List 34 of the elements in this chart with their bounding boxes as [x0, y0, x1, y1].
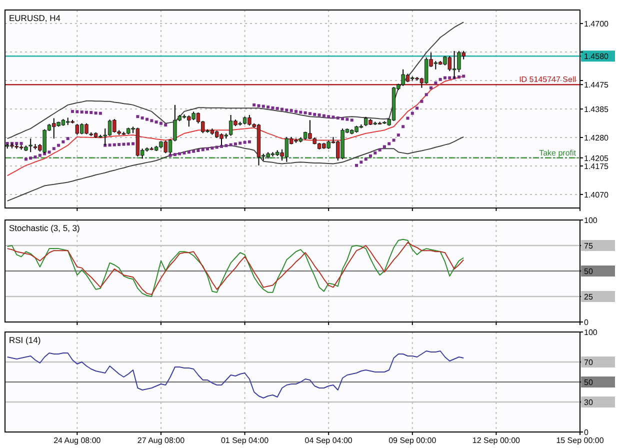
y-tick-label: 50: [584, 267, 594, 276]
candlestick: [28, 138, 32, 153]
y-tick-label: 75: [584, 242, 594, 250]
ref-line-label: ID 5145747 Sell: [519, 75, 576, 84]
y-tick-label: 0: [584, 428, 589, 437]
y-tick-label: 50: [584, 378, 594, 387]
y-tick-label: 1.4070: [584, 190, 610, 200]
x-tick-label: 15 Sep 00:00: [556, 436, 604, 445]
line-series: [6, 136, 464, 202]
y-tick-label: 1.4580: [584, 52, 610, 62]
chart-title: EURUSD, H4: [9, 13, 61, 23]
x-tick-label: 27 Aug 08:00: [137, 436, 186, 445]
y-tick-label: 1.4475: [584, 80, 610, 90]
y-tick-label: 1.4205: [584, 154, 610, 163]
chart-title: RSI (14): [9, 335, 41, 345]
line-series: [6, 350, 464, 398]
y-tick-label: 1.4700: [584, 20, 610, 29]
y-tick-label: 70: [584, 358, 594, 367]
x-tick-label: 12 Sep 00:00: [472, 436, 521, 445]
ref-line-label: Take profit: [539, 148, 577, 158]
y-tick-label: 100: [584, 216, 598, 225]
y-tick-label: 0: [584, 318, 589, 327]
y-tick-label: 25: [584, 292, 594, 302]
x-tick-label: 04 Sep 04:00: [304, 436, 353, 445]
y-tick-label: 1.4175: [584, 162, 610, 171]
x-tick-label: 24 Aug 08:00: [54, 436, 102, 445]
y-tick-label: 100: [584, 328, 598, 337]
line-series: [6, 22, 464, 140]
chart-title: Stochastic (3, 5, 3): [9, 223, 80, 233]
y-tick-label: 30: [584, 398, 594, 407]
y-tick-label: 1.4385: [584, 105, 610, 114]
x-tick-label: 01 Sep 04:00: [220, 436, 270, 445]
x-tick-label: 09 Sep 00:00: [388, 436, 437, 445]
y-tick-label: 1.4280: [584, 133, 610, 142]
